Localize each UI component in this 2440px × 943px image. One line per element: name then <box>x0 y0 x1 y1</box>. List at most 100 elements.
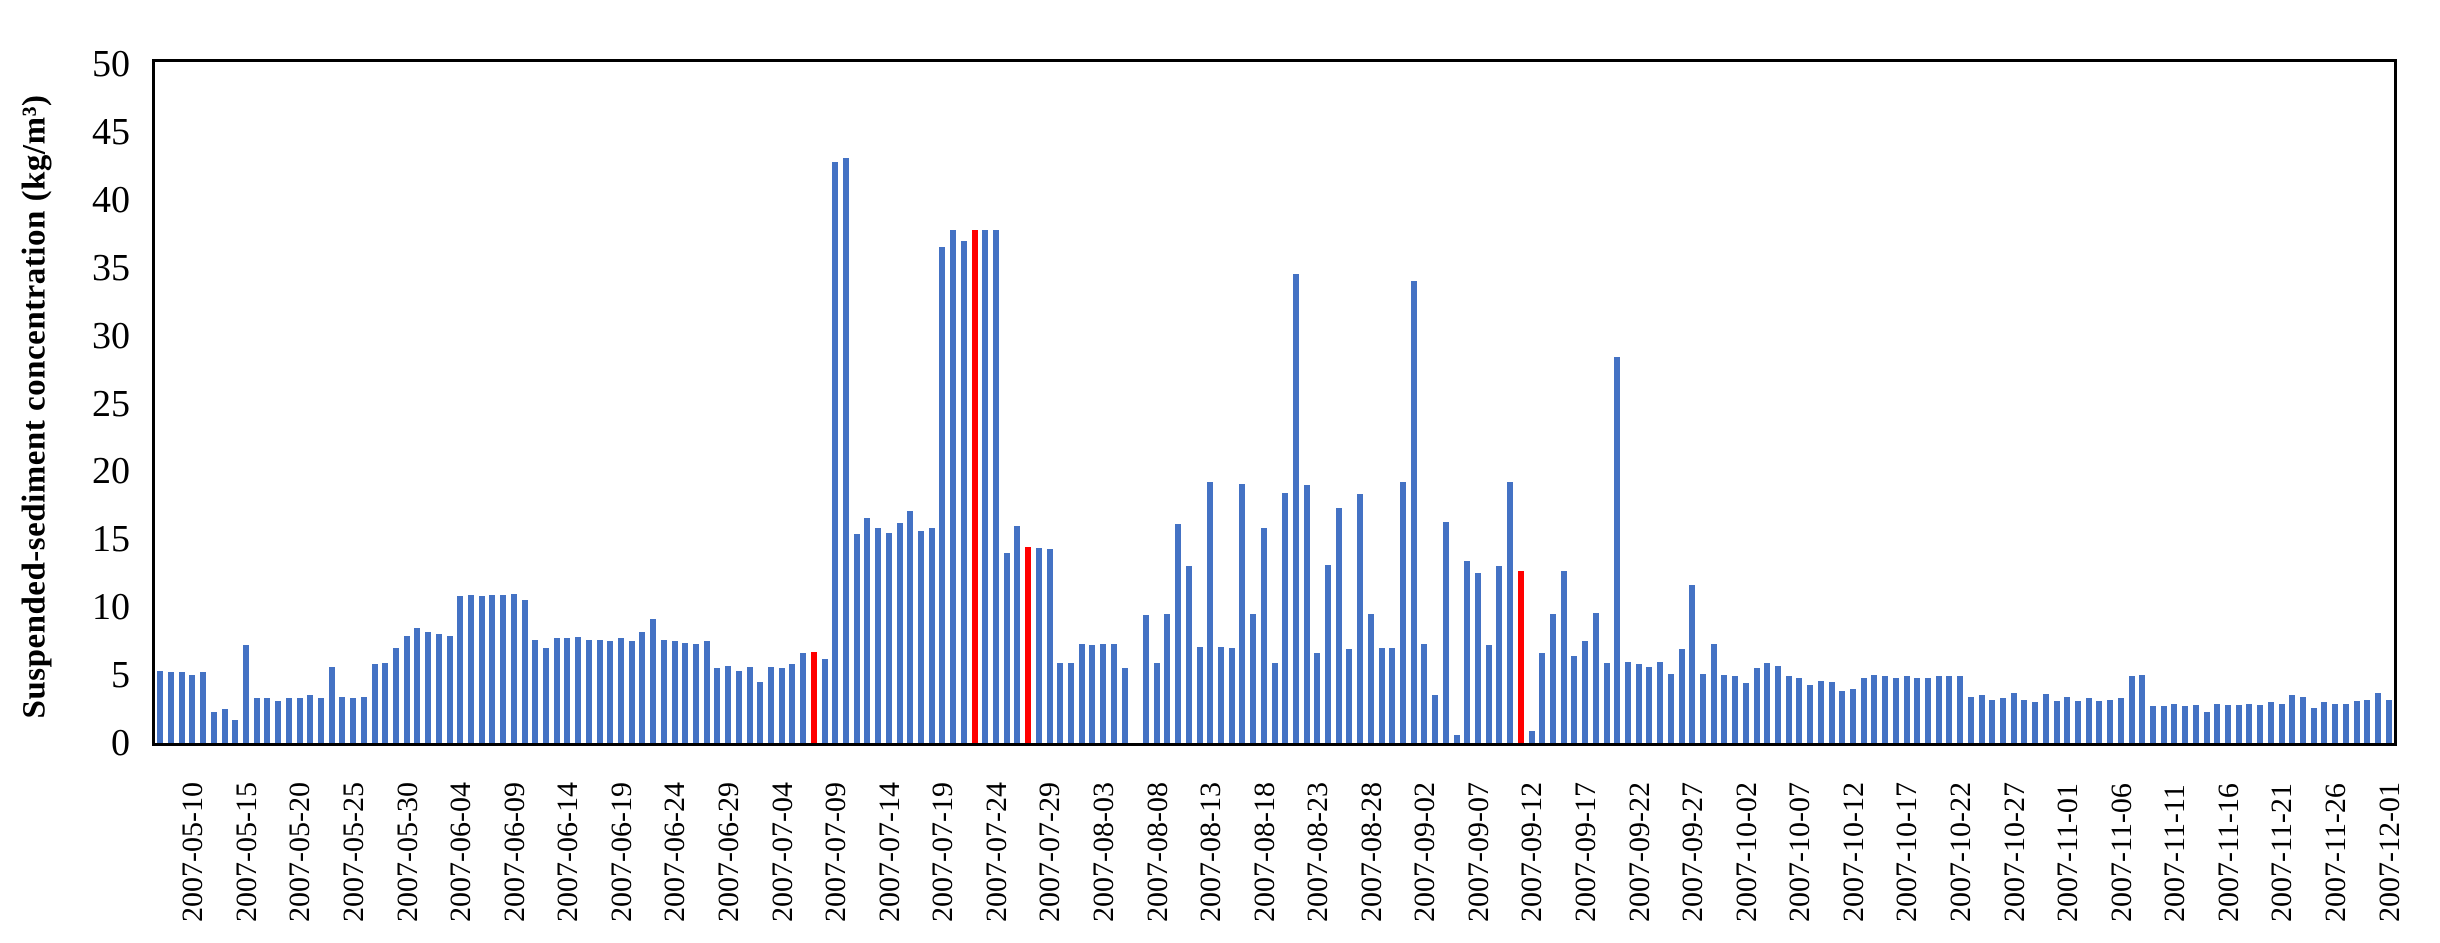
bar <box>1892 678 1899 743</box>
bar <box>2010 693 2017 743</box>
bar <box>1742 683 1749 743</box>
bar <box>157 671 164 743</box>
bar-highlighted <box>1517 571 1524 743</box>
bar <box>639 632 646 743</box>
bar <box>275 701 282 743</box>
bar <box>307 695 314 743</box>
bar <box>703 641 710 743</box>
x-tick-label: 2007-10-27 <box>1997 782 2031 922</box>
bar <box>2267 702 2274 743</box>
y-tick-label: 25 <box>92 382 130 425</box>
bar <box>1775 666 1781 743</box>
bar <box>1603 663 1610 743</box>
bar <box>457 596 464 743</box>
bar <box>1785 676 1792 743</box>
bar <box>1582 641 1589 743</box>
x-tick-label: 2007-10-17 <box>1890 782 1924 922</box>
x-tick-label: 2007-07-04 <box>765 782 799 922</box>
bar <box>564 638 571 743</box>
bar <box>842 158 849 743</box>
bar <box>2214 704 2221 743</box>
bar <box>1475 573 1482 743</box>
bar <box>350 698 357 743</box>
bar <box>2021 700 2028 743</box>
bar <box>468 595 475 743</box>
bar <box>2192 705 2199 743</box>
bar <box>1164 614 1171 743</box>
bar <box>800 653 807 743</box>
bar <box>1989 700 1996 743</box>
x-tick-label: 2007-05-30 <box>390 782 424 922</box>
x-tick-label: 2007-07-14 <box>872 782 906 922</box>
bar <box>725 666 732 743</box>
bar <box>1067 663 1074 743</box>
bar <box>2139 675 2146 743</box>
bar <box>339 697 346 743</box>
bar <box>1367 614 1374 743</box>
bar <box>875 528 882 743</box>
bar <box>928 528 935 743</box>
y-tick-label: 30 <box>92 314 130 357</box>
y-tick-label: 20 <box>92 450 130 493</box>
bar <box>2032 702 2039 743</box>
bar <box>960 241 967 743</box>
bar <box>757 682 764 743</box>
bar <box>1303 485 1310 743</box>
y-tick-label: 0 <box>111 722 130 764</box>
bar <box>328 667 335 743</box>
bar <box>1089 645 1096 743</box>
bar <box>1560 571 1567 743</box>
bar <box>1967 697 1974 743</box>
x-tick-label: 2007-11-26 <box>2318 783 2352 922</box>
bar <box>2182 706 2189 743</box>
bar <box>1860 678 1867 743</box>
x-tick-label: 2007-07-19 <box>926 782 960 922</box>
x-tick-label: 2007-08-18 <box>1247 782 1281 922</box>
x-tick-label: 2007-07-29 <box>1033 782 1067 922</box>
bar <box>596 640 603 743</box>
bar <box>575 637 582 743</box>
bar <box>1625 662 1632 743</box>
bar <box>1292 274 1299 743</box>
y-tick-label: 5 <box>111 654 130 697</box>
bar <box>1796 678 1803 743</box>
bar <box>1721 675 1728 743</box>
x-tick-label: 2007-11-06 <box>2104 783 2138 922</box>
bar <box>1142 615 1149 743</box>
bar <box>1003 553 1010 743</box>
bar <box>907 511 914 743</box>
bar <box>1614 357 1621 743</box>
y-tick-label: 45 <box>92 110 130 153</box>
bar <box>1389 648 1396 743</box>
bar <box>382 663 389 743</box>
bar <box>1400 482 1407 743</box>
x-tick-label: 2007-11-16 <box>2211 783 2245 922</box>
x-tick-label: 2007-08-13 <box>1194 782 1228 922</box>
bar <box>1175 524 1182 743</box>
bar <box>2224 705 2231 743</box>
x-tick-label: 2007-09-07 <box>1461 782 1495 922</box>
x-tick-label: 2007-09-12 <box>1515 782 1549 922</box>
x-tick-label: 2007-08-08 <box>1140 782 1174 922</box>
bar <box>296 698 303 743</box>
bar <box>1228 648 1235 743</box>
bar <box>500 595 507 743</box>
bar <box>2053 701 2060 743</box>
bar <box>1496 566 1503 743</box>
x-tick-label: 2007-06-09 <box>497 782 531 922</box>
bar <box>1196 647 1203 743</box>
x-tick-label: 2007-05-25 <box>337 782 371 922</box>
x-tick-label: 2007-07-24 <box>979 782 1013 922</box>
bar <box>1464 561 1471 743</box>
bar <box>521 600 528 743</box>
bar <box>1217 647 1224 743</box>
bar <box>221 709 228 743</box>
bar <box>210 712 217 743</box>
bar <box>489 595 496 743</box>
bar <box>1592 613 1599 743</box>
bar <box>1528 731 1535 743</box>
bar <box>2353 701 2360 743</box>
bar <box>478 596 485 743</box>
bar <box>650 619 657 743</box>
bar <box>243 645 250 743</box>
